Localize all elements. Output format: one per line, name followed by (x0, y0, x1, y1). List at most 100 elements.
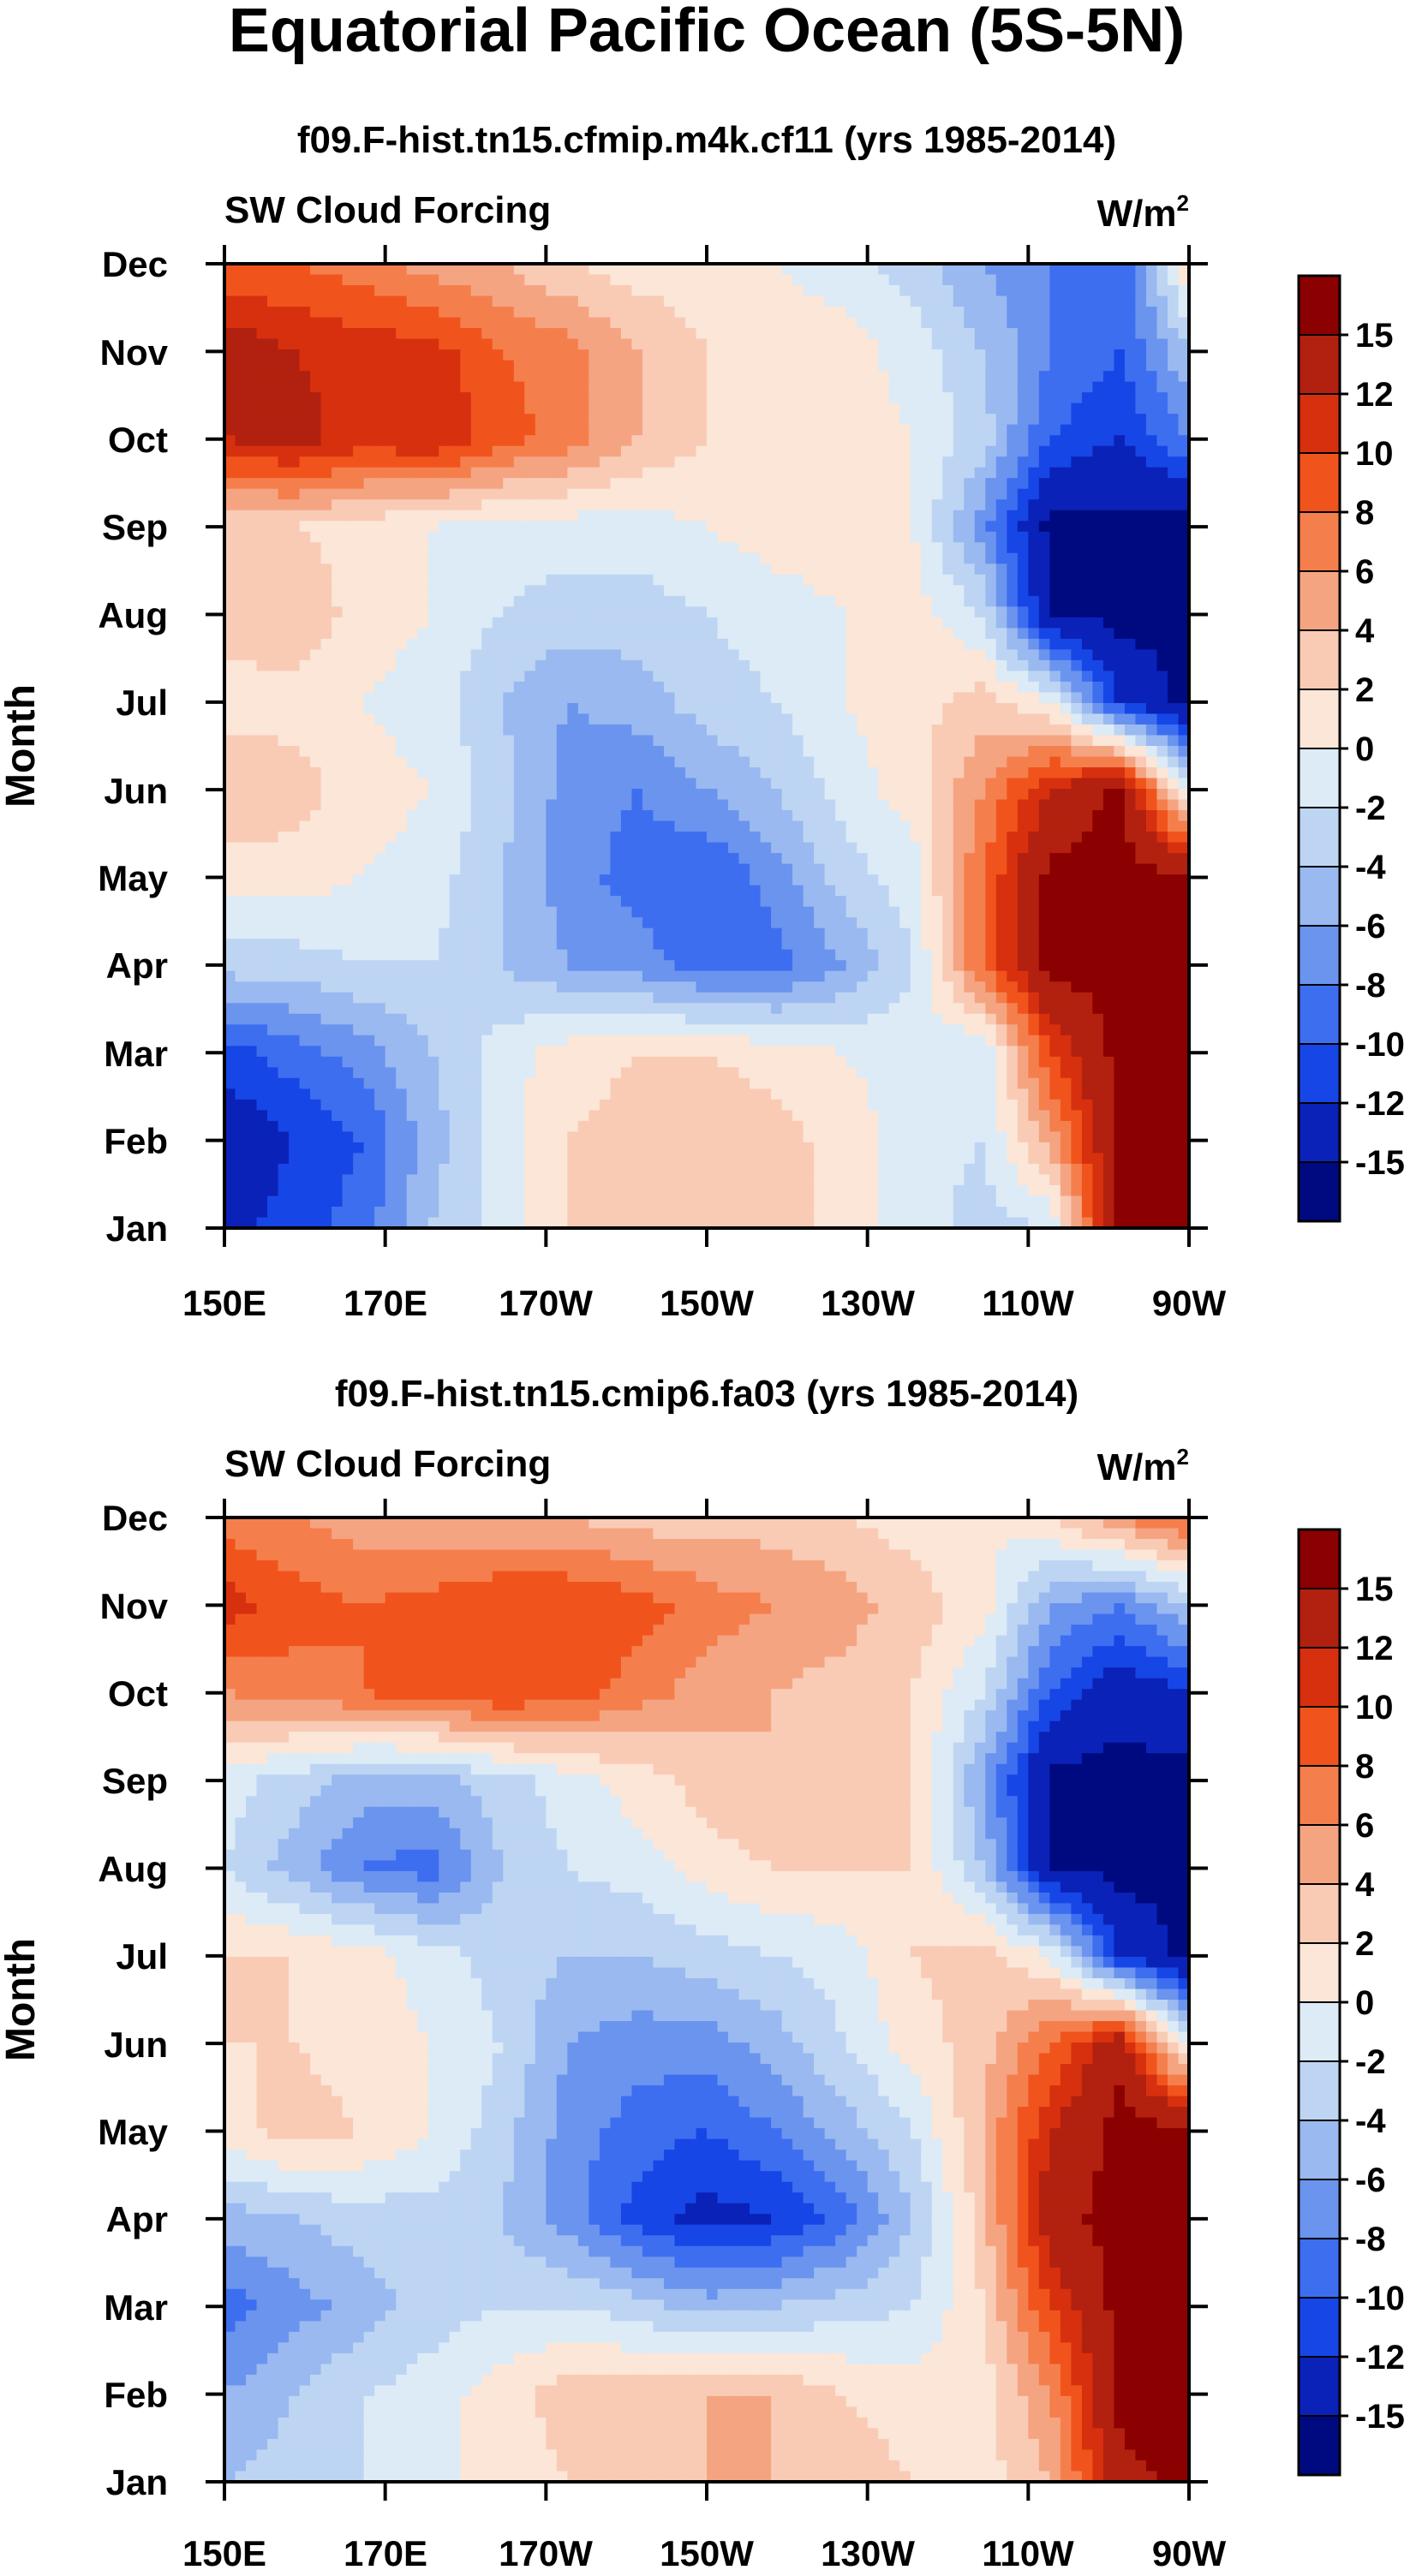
heatmap-cell (931, 820, 944, 832)
heatmap-cell (235, 285, 247, 297)
heatmap-cell (363, 671, 375, 683)
heatmap-cell (417, 478, 429, 490)
heatmap-cell (974, 349, 987, 361)
heatmap-cell (492, 702, 505, 715)
heatmap-cell (267, 531, 279, 544)
heatmap-cell (363, 445, 375, 457)
heatmap-cell (492, 564, 505, 575)
heatmap-cell (310, 445, 322, 457)
heatmap-cell (385, 445, 397, 457)
heatmap-cell (910, 564, 923, 575)
heatmap-cell (1007, 371, 1019, 383)
heatmap-cell (1017, 595, 1030, 608)
heatmap-cell (599, 789, 612, 801)
heatmap-cell (728, 702, 740, 715)
heatmap-cell (1178, 692, 1189, 704)
heatmap-cell (246, 724, 258, 736)
heatmap-cell (589, 552, 600, 565)
heatmap-cell (931, 467, 944, 480)
heatmap-cell (610, 510, 622, 522)
heatmap-cell (995, 467, 1008, 480)
heatmap-cell (1102, 264, 1115, 276)
heatmap-cell (1060, 799, 1072, 811)
heatmap-cell (1156, 488, 1168, 501)
heatmap-cell (750, 628, 762, 640)
heatmap-cell (888, 789, 900, 801)
heatmap-cell (256, 617, 268, 629)
heatmap-cell (342, 338, 354, 350)
heatmap-cell (696, 360, 708, 372)
heatmap-cell (964, 692, 976, 704)
heatmap-cell (374, 574, 386, 587)
heatmap-cell (995, 735, 1008, 747)
heatmap-cell (921, 659, 933, 672)
heatmap-cell (246, 381, 258, 393)
heatmap-cell (546, 746, 558, 758)
heatmap-cell (1167, 671, 1180, 683)
heatmap-cell (707, 510, 719, 522)
heatmap-cell (974, 799, 987, 811)
heatmap-cell (524, 521, 536, 533)
heatmap-cell (546, 724, 558, 736)
heatmap-cell (577, 445, 590, 457)
heatmap-cell (310, 713, 322, 725)
heatmap-cell (610, 810, 622, 822)
heatmap-cell (256, 307, 268, 319)
heatmap-cell (696, 574, 708, 587)
heatmap-cell (738, 552, 750, 565)
heatmap-cell (1028, 842, 1040, 854)
heatmap-cell (1102, 552, 1115, 565)
heatmap-cell (332, 564, 344, 575)
heatmap-cell (289, 445, 301, 457)
heatmap-cell (224, 735, 236, 747)
heatmap-cell (910, 724, 923, 736)
heatmap-cell (1071, 424, 1083, 436)
heatmap-cell (535, 371, 547, 383)
heatmap-cell (792, 414, 804, 426)
heatmap-cell (1145, 606, 1158, 618)
heatmap-cell (642, 424, 654, 436)
heatmap-cell (1178, 746, 1189, 758)
heatmap-cell (589, 799, 600, 811)
heatmap-cell (803, 488, 815, 501)
heatmap-cell (460, 295, 472, 307)
heatmap-cell (985, 606, 997, 618)
heatmap-cell (760, 820, 772, 832)
heatmap-cell (385, 478, 397, 490)
heatmap-cell (289, 671, 301, 683)
heatmap-cell (439, 402, 451, 414)
heatmap-cell (256, 499, 268, 511)
heatmap-cell (589, 264, 600, 276)
heatmap-cell (1007, 552, 1019, 565)
heatmap-cell (824, 617, 836, 629)
heatmap-cell (707, 606, 719, 618)
heatmap-cell (1178, 360, 1189, 372)
heatmap-cell (674, 585, 686, 597)
heatmap-cell (792, 264, 804, 276)
heatmap-cell (974, 392, 987, 404)
heatmap-cell (535, 264, 547, 276)
heatmap-cell (1049, 521, 1061, 533)
heatmap-cell (374, 467, 386, 480)
heatmap-cell (1167, 735, 1180, 747)
heatmap-cell (610, 307, 622, 319)
heatmap-cell (910, 756, 923, 768)
heatmap-cell (470, 692, 483, 704)
heatmap-cell (707, 692, 719, 704)
heatmap-cell (385, 820, 397, 832)
heatmap-cell (931, 842, 944, 854)
heatmap-cell (406, 521, 418, 533)
heatmap-cell (814, 456, 826, 468)
heatmap-cell (556, 713, 569, 725)
heatmap-cell (653, 531, 665, 544)
heatmap-cell (631, 467, 643, 480)
heatmap-cell (310, 724, 322, 736)
heatmap-cell (942, 445, 954, 457)
heatmap-cell (492, 778, 505, 790)
heatmap-cell (771, 317, 783, 329)
heatmap-cell (974, 724, 987, 736)
heatmap-cell (942, 810, 954, 822)
heatmap-cell (1145, 424, 1158, 436)
heatmap-cell (246, 445, 258, 457)
heatmap-cell (803, 564, 815, 575)
